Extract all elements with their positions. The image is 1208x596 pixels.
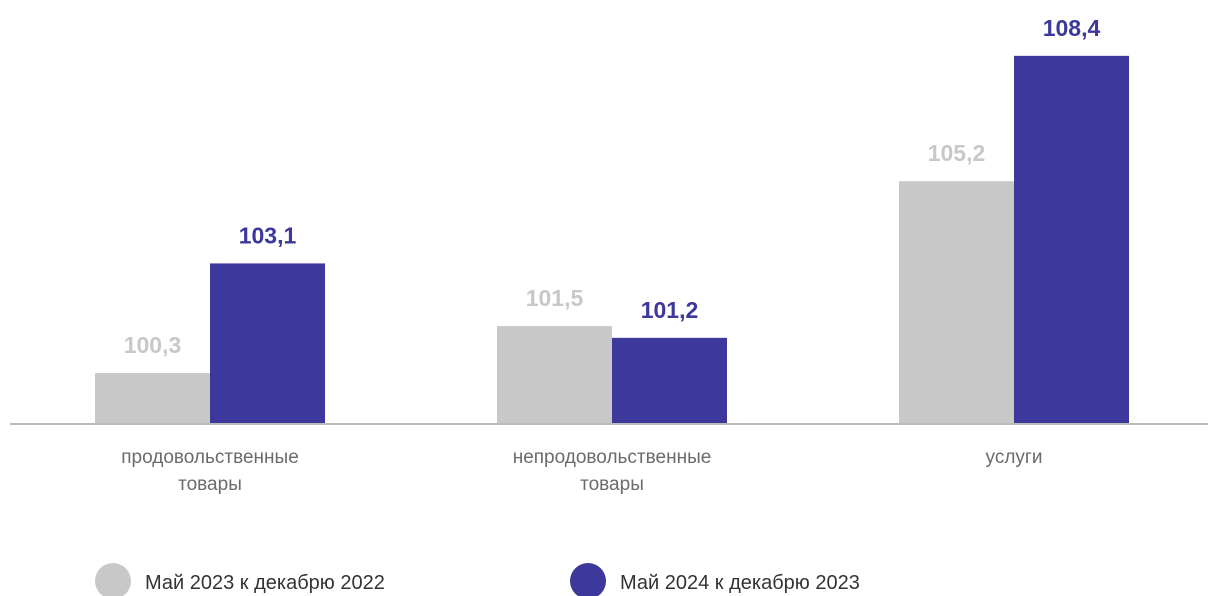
- value-label-2-2: 101,2: [641, 297, 699, 323]
- bar-2-1: [210, 263, 325, 424]
- legend-marker-2: [570, 563, 606, 596]
- legend-label-2: Май 2024 к декабрю 2023: [620, 572, 860, 594]
- bar-2-2: [612, 337, 727, 424]
- category-label-line: непродовольственные: [513, 447, 712, 468]
- bar-2-3: [1014, 55, 1129, 424]
- value-label-1-1: 100,3: [124, 332, 182, 358]
- category-label-line: продовольственные: [121, 447, 299, 468]
- legend-label-1: Май 2023 к декабрю 2022: [145, 572, 385, 594]
- category-label-3: услуги: [986, 447, 1043, 468]
- category-label-line: услуги: [986, 447, 1043, 468]
- legend-marker-1: [95, 563, 131, 596]
- value-label-1-2: 101,5: [526, 285, 584, 311]
- category-label-line: товары: [580, 474, 644, 495]
- value-label-1-3: 105,2: [928, 140, 986, 166]
- category-label-1: продовольственные товары: [121, 447, 299, 495]
- bar-1-1: [95, 373, 210, 424]
- value-label-2-1: 103,1: [239, 222, 297, 248]
- labels-layer: 100,3 103,1 продовольственные товары 101,5 10…: [121, 15, 1100, 495]
- bar-1-2: [497, 326, 612, 424]
- value-label-2-3: 108,4: [1043, 15, 1101, 41]
- category-label-2: непродовольственные товары: [513, 447, 712, 495]
- category-label-line: товары: [178, 474, 242, 495]
- bars-layer: [95, 55, 1129, 424]
- bar-1-3: [899, 181, 1014, 424]
- legend: Май 2023 к декабрю 2022 Май 2024 к декабр…: [95, 563, 860, 596]
